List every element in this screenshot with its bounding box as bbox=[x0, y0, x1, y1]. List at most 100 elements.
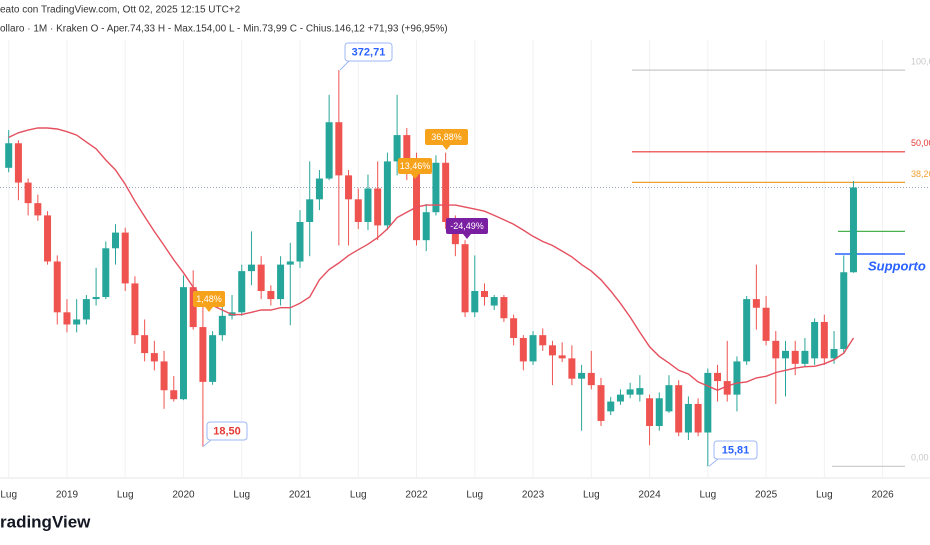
candle-body bbox=[762, 307, 770, 341]
candle-body bbox=[141, 335, 149, 354]
x-tick-label: 2023 bbox=[522, 490, 545, 501]
badge-label: 36,88% bbox=[431, 132, 462, 142]
candle-body bbox=[480, 291, 488, 298]
badge-pointer bbox=[463, 234, 471, 239]
candle-body bbox=[189, 287, 197, 328]
candle-body bbox=[519, 337, 527, 362]
candle-body bbox=[704, 372, 712, 433]
candle-body bbox=[675, 385, 683, 433]
candle-body bbox=[44, 215, 52, 262]
x-tick-label: Lug bbox=[350, 490, 367, 501]
fib-label: 0,00 bbox=[911, 453, 929, 463]
badge-box bbox=[446, 218, 488, 234]
candle-body bbox=[743, 299, 751, 362]
callout-pointer bbox=[708, 458, 719, 467]
candle-body bbox=[558, 355, 566, 359]
fib-label: 38,20 bbox=[911, 169, 930, 179]
candle-body bbox=[160, 361, 168, 391]
candle-body bbox=[548, 345, 556, 356]
candle-body bbox=[461, 244, 469, 313]
badge-pointer bbox=[205, 307, 213, 312]
x-tick-label: Lug bbox=[466, 490, 483, 501]
candle-body bbox=[607, 401, 615, 412]
x-tick-label: Lug bbox=[816, 490, 833, 501]
badge-box bbox=[193, 291, 225, 307]
x-tick-label: Lug bbox=[233, 490, 250, 501]
candle-body bbox=[655, 398, 663, 427]
candle-body bbox=[73, 319, 81, 325]
x-tick-label: 2022 bbox=[405, 490, 428, 501]
callout-pointer bbox=[202, 439, 212, 447]
callout: 15,81 bbox=[708, 440, 758, 467]
candle-body bbox=[578, 372, 586, 379]
candle-body bbox=[364, 188, 372, 222]
callout-box bbox=[206, 421, 248, 441]
x-tick-label: 2024 bbox=[638, 490, 661, 501]
candle-body bbox=[325, 122, 333, 179]
candle-body bbox=[432, 162, 440, 213]
candle-body bbox=[150, 353, 158, 362]
candle-body bbox=[14, 143, 22, 183]
header-legend: ollaro · 1M · Kraken O - Aper.74,33 H - … bbox=[0, 24, 448, 35]
fib-label: 50,00 bbox=[911, 138, 930, 148]
candle-body bbox=[490, 297, 498, 306]
candle-body bbox=[345, 175, 353, 200]
candle-body bbox=[626, 389, 634, 395]
moving-average-line bbox=[8, 127, 855, 391]
x-tick-label: 2026 bbox=[871, 490, 894, 501]
candle-body bbox=[383, 161, 391, 226]
x-tick-label: 2019 bbox=[56, 490, 79, 501]
callout-label: 15,81 bbox=[722, 444, 750, 456]
header-source: eato con TradingView.com, Ott 02, 2025 1… bbox=[0, 5, 241, 16]
candle-body bbox=[112, 232, 120, 249]
candle-body bbox=[131, 283, 139, 336]
candle-body bbox=[286, 261, 294, 265]
candle-body bbox=[471, 291, 479, 313]
candle-body bbox=[616, 394, 624, 402]
x-tick-label: 2021 bbox=[289, 490, 312, 501]
badge-label: 13,46% bbox=[400, 161, 431, 171]
candle-body bbox=[257, 264, 265, 292]
callout-label: 18,50 bbox=[213, 425, 241, 437]
candle-body bbox=[354, 199, 362, 222]
candle-body bbox=[63, 312, 71, 325]
callout: 372,71 bbox=[339, 42, 393, 71]
support-label: Supporto bbox=[868, 258, 926, 273]
candle-body bbox=[238, 271, 246, 313]
callout-label: 372,71 bbox=[352, 46, 386, 58]
candle-body bbox=[5, 143, 13, 168]
candle-body bbox=[665, 385, 673, 412]
badge-label: 1,48% bbox=[196, 294, 222, 304]
candle-body bbox=[374, 188, 382, 226]
candle-body bbox=[53, 261, 61, 313]
candle-body bbox=[277, 264, 285, 300]
candle-body bbox=[529, 335, 537, 362]
badge: 36,88% bbox=[425, 129, 468, 150]
candle-body bbox=[121, 232, 129, 284]
candle-body bbox=[199, 327, 207, 382]
candle-body bbox=[694, 403, 702, 433]
candle-body bbox=[539, 335, 547, 346]
candle-body bbox=[500, 297, 508, 319]
candle-body bbox=[849, 187, 857, 273]
candle-body bbox=[587, 372, 595, 386]
candle-body bbox=[218, 315, 226, 336]
candle-body bbox=[442, 162, 450, 222]
candle-body bbox=[267, 291, 275, 300]
candle-body bbox=[306, 199, 314, 222]
fib-label: 100,0 bbox=[911, 57, 930, 67]
candle-body bbox=[403, 135, 411, 171]
badge-box bbox=[398, 158, 432, 174]
x-tick-label: Lug bbox=[117, 490, 134, 501]
candle-body bbox=[811, 321, 819, 359]
badge: -24,49% bbox=[446, 218, 488, 239]
logo: radingView bbox=[0, 512, 91, 531]
badge-label: -24,49% bbox=[450, 221, 484, 231]
candle-body bbox=[102, 248, 110, 298]
x-tick-label: Lug bbox=[699, 490, 716, 501]
badge: 13,46% bbox=[398, 158, 432, 179]
badge: 1,48% bbox=[193, 291, 225, 312]
candle-body bbox=[684, 403, 692, 433]
